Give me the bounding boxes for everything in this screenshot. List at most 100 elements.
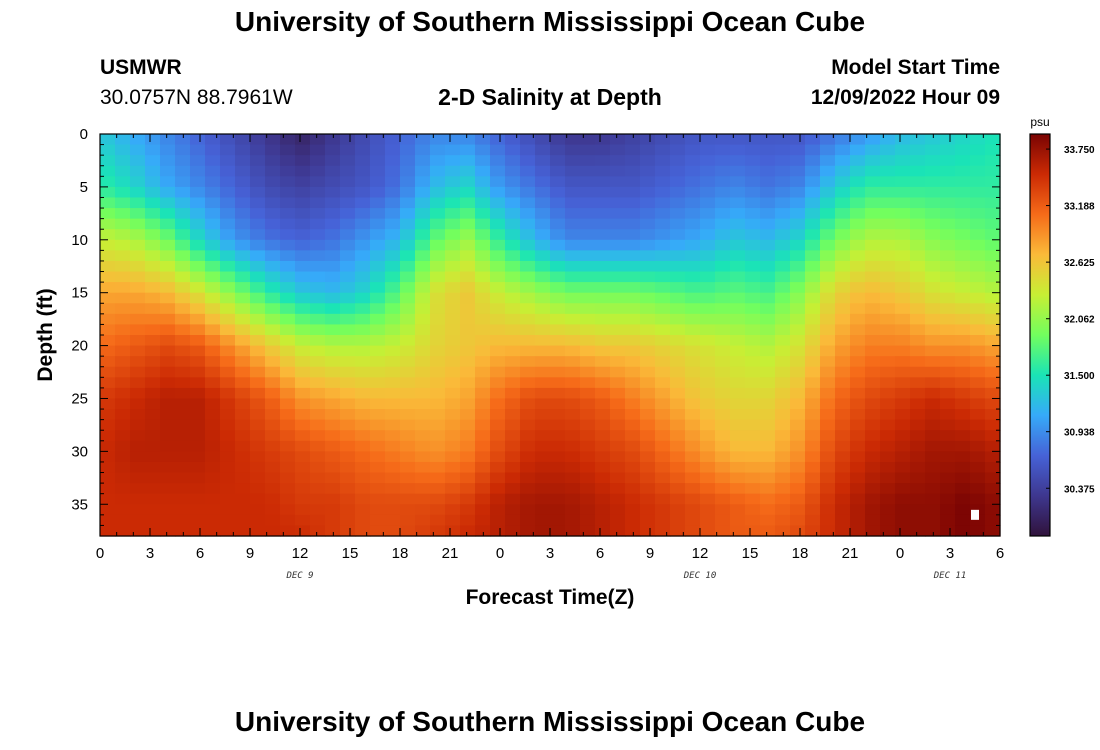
heatmap-cell: [460, 271, 476, 283]
heatmap-cell: [385, 335, 401, 347]
heatmap-cell: [880, 398, 896, 410]
heatmap-cell: [940, 483, 956, 495]
heatmap-cell: [775, 409, 791, 421]
heatmap-cell: [970, 176, 986, 188]
heatmap-cell: [310, 504, 326, 516]
heatmap-cell: [985, 186, 1001, 199]
heatmap-cell: [415, 218, 431, 230]
heatmap-cell: [910, 504, 926, 516]
heatmap-cell: [835, 419, 851, 431]
heatmap-cell: [370, 218, 386, 230]
heatmap-cell: [265, 493, 281, 505]
heatmap-cell: [790, 483, 806, 495]
heatmap-cell: [445, 366, 461, 378]
heatmap-cell: [580, 324, 596, 336]
heatmap-cell: [400, 250, 416, 262]
heatmap-cell: [655, 398, 671, 410]
heatmap-cell: [430, 504, 446, 516]
heatmap-cell: [160, 398, 176, 410]
heatmap-cell: [655, 440, 671, 452]
heatmap-cell: [115, 409, 131, 421]
heatmap-cell: [430, 356, 446, 368]
heatmap-cell: [190, 144, 206, 156]
heatmap-cell: [715, 377, 731, 389]
heatmap-cell: [700, 134, 716, 146]
heatmap-cell: [955, 155, 971, 167]
heatmap-cell: [490, 229, 506, 241]
heatmap-cell: [895, 472, 911, 484]
heatmap-cell: [295, 229, 311, 241]
heatmap-cell: [895, 176, 911, 188]
heatmap-cell: [715, 155, 731, 167]
heatmap-cell: [625, 229, 641, 241]
heatmap-cell: [295, 461, 311, 474]
heatmap-cell: [385, 176, 401, 188]
heatmap-cell: [610, 260, 626, 273]
heatmap-cell: [955, 440, 971, 452]
heatmap-cell: [250, 345, 266, 357]
heatmap-cell: [430, 250, 446, 262]
heatmap-cell: [610, 197, 626, 209]
heatmap-cell: [730, 218, 746, 230]
heatmap-cell: [130, 271, 146, 283]
heatmap-cell: [745, 324, 761, 336]
heatmap-cell: [235, 197, 251, 209]
heatmap-cell: [460, 155, 476, 167]
heatmap-cell: [580, 398, 596, 410]
heatmap-cell: [475, 144, 491, 156]
heatmap-cell: [610, 250, 626, 262]
heatmap-cell: [775, 271, 791, 283]
heatmap-cell: [610, 155, 626, 167]
heatmap-cell: [415, 324, 431, 336]
heatmap-cell: [655, 461, 671, 474]
heatmap-cell: [880, 377, 896, 389]
heatmap-cell: [745, 229, 761, 241]
heatmap-cell: [940, 197, 956, 209]
heatmap-cell: [505, 461, 521, 474]
heatmap-cell: [100, 504, 116, 516]
heatmap-cell: [190, 345, 206, 357]
heatmap-cell: [460, 451, 476, 463]
heatmap-cell: [775, 483, 791, 495]
heatmap-cell: [955, 165, 971, 177]
heatmap-cell: [595, 208, 611, 220]
heatmap-cell: [940, 260, 956, 273]
heatmap-cell: [145, 356, 161, 368]
heatmap-cell: [985, 218, 1001, 230]
heatmap-cell: [130, 197, 146, 209]
heatmap-cell: [385, 260, 401, 273]
heatmap-cell: [325, 493, 341, 505]
heatmap-cell: [565, 440, 581, 452]
heatmap-cell: [880, 134, 896, 146]
heatmap-cell: [115, 430, 131, 442]
heatmap-cell: [100, 525, 116, 537]
heatmap-cell: [400, 514, 416, 527]
heatmap-cell: [805, 440, 821, 452]
heatmap-cell: [985, 440, 1001, 452]
heatmap-cell: [700, 461, 716, 474]
heatmap-cell: [640, 366, 656, 378]
heatmap-cell: [925, 313, 941, 326]
heatmap-cell: [655, 419, 671, 431]
heatmap-cell: [160, 239, 176, 251]
heatmap-cell: [565, 409, 581, 421]
heatmap-cell: [550, 451, 566, 463]
heatmap-cell: [955, 430, 971, 442]
heatmap-cell: [970, 229, 986, 241]
heatmap-cell: [505, 282, 521, 294]
heatmap-cell: [820, 282, 836, 294]
heatmap-cell: [115, 366, 131, 378]
heatmap-cell: [790, 176, 806, 188]
heatmap-cell: [325, 430, 341, 442]
heatmap-cell: [790, 208, 806, 220]
heatmap-cell: [610, 324, 626, 336]
heatmap-cell: [265, 176, 281, 188]
heatmap-cell: [460, 303, 476, 315]
heatmap-cell: [505, 324, 521, 336]
heatmap-cell: [745, 186, 761, 199]
heatmap-cell: [910, 229, 926, 241]
heatmap-cell: [955, 461, 971, 474]
heatmap-cell: [190, 324, 206, 336]
heatmap-cell: [265, 324, 281, 336]
heatmap-cell: [295, 303, 311, 315]
